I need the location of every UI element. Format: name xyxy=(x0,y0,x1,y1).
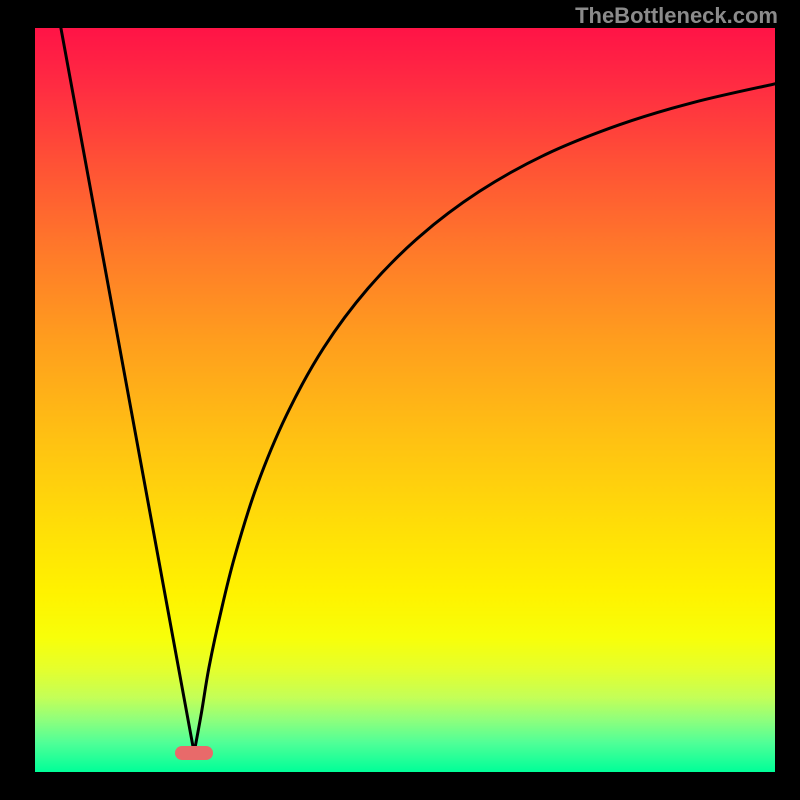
curve-line xyxy=(35,28,775,772)
chart-container: TheBottleneck.com xyxy=(0,0,800,800)
minimum-marker xyxy=(175,746,213,760)
watermark-text: TheBottleneck.com xyxy=(575,3,778,29)
plot-area xyxy=(35,28,775,772)
